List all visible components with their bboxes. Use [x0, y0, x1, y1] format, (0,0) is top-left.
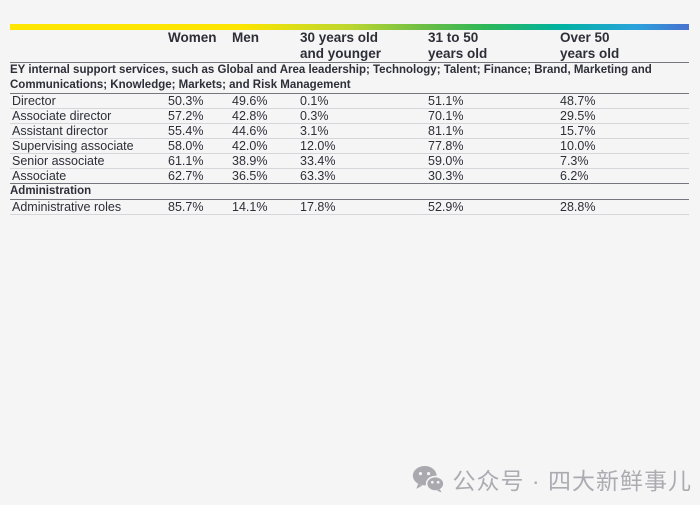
- cell-value: 29.5%: [560, 108, 689, 124]
- section-header: EY internal support services, such as Gl…: [10, 62, 689, 94]
- cell-value: 62.7%: [168, 168, 232, 184]
- cell-value: 52.9%: [428, 199, 560, 215]
- cell-value: 51.1%: [428, 93, 560, 109]
- table-header: Women Men 30 years old and younger 31 to…: [10, 30, 689, 63]
- column-header-age-31-to-50: 31 to 50 years old: [428, 30, 560, 63]
- cell-value: 6.2%: [560, 168, 689, 184]
- cell-value: 44.6%: [232, 123, 300, 139]
- table-row: Associate director 57.2% 42.8% 0.3% 70.1% 29.…: [10, 108, 689, 124]
- cell-value: 59.0%: [428, 153, 560, 169]
- cell-value: 61.1%: [168, 153, 232, 169]
- row-label: Senior associate: [10, 153, 168, 169]
- section-header: Administration: [10, 183, 689, 200]
- page: Women Men 30 years old and younger 31 to…: [0, 24, 700, 505]
- row-label: Associate: [10, 168, 168, 184]
- cell-value: 85.7%: [168, 199, 232, 215]
- cell-value: 12.0%: [300, 138, 428, 154]
- cell-value: 17.8%: [300, 199, 428, 215]
- row-label: Assistant director: [10, 123, 168, 139]
- section-internal-support-services: EY internal support services, such as Gl…: [10, 62, 689, 184]
- cell-value: 33.4%: [300, 153, 428, 169]
- cell-value: 50.3%: [168, 93, 232, 109]
- column-header-role: [10, 30, 168, 63]
- brand-gradient-bar: [10, 24, 689, 30]
- cell-value: 49.6%: [232, 93, 300, 109]
- cell-value: 30.3%: [428, 168, 560, 184]
- cell-value: 63.3%: [300, 168, 428, 184]
- cell-value: 38.9%: [232, 153, 300, 169]
- cell-value: 58.0%: [168, 138, 232, 154]
- cell-value: 36.5%: [232, 168, 300, 184]
- cell-value: 3.1%: [300, 123, 428, 139]
- table-panel: Women Men 30 years old and younger 31 to…: [0, 24, 700, 215]
- table-row: Assistant director 55.4% 44.6% 3.1% 81.1% 15.…: [10, 123, 689, 139]
- column-header-age-over-50: Over 50 years old: [560, 30, 689, 63]
- row-label: Associate director: [10, 108, 168, 124]
- table-row: Associate 62.7% 36.5% 63.3% 30.3% 6.2%: [10, 168, 689, 184]
- cell-value: 0.3%: [300, 108, 428, 124]
- table-row: Director 50.3% 49.6% 0.1% 51.1% 48.7%: [10, 93, 689, 109]
- cell-value: 0.1%: [300, 93, 428, 109]
- cell-value: 7.3%: [560, 153, 689, 169]
- row-label: Administrative roles: [10, 199, 168, 215]
- cell-value: 14.1%: [232, 199, 300, 215]
- column-header-age-30-and-younger: 30 years old and younger: [300, 30, 428, 63]
- table-row: Senior associate 61.1% 38.9% 33.4% 59.0% 7.3%: [10, 153, 689, 169]
- watermark: 公众号 · 四大新鲜事儿: [412, 462, 692, 496]
- watermark-text: 公众号 · 四大新鲜事儿: [452, 468, 692, 494]
- cell-value: 77.8%: [428, 138, 560, 154]
- cell-value: 28.8%: [560, 199, 689, 215]
- table-row: Administrative roles 85.7% 14.1% 17.8% 52.9%…: [10, 199, 689, 215]
- table-row: Supervising associate 58.0% 42.0% 12.0% 77.8…: [10, 138, 689, 154]
- cell-value: 57.2%: [168, 108, 232, 124]
- section-administration: Administration Administrative roles 85.7%…: [10, 183, 689, 215]
- cell-value: 10.0%: [560, 138, 689, 154]
- cell-value: 70.1%: [428, 108, 560, 124]
- cell-value: 15.7%: [560, 123, 689, 139]
- section-header-row: Administration: [10, 183, 689, 200]
- demographics-table: Women Men 30 years old and younger 31 to…: [10, 30, 689, 215]
- section-header-row: EY internal support services, such as Gl…: [10, 62, 689, 94]
- row-label: Director: [10, 93, 168, 109]
- cell-value: 48.7%: [560, 93, 689, 109]
- cell-value: 81.1%: [428, 123, 560, 139]
- cell-value: 55.4%: [168, 123, 232, 139]
- cell-value: 42.8%: [232, 108, 300, 124]
- cell-value: 42.0%: [232, 138, 300, 154]
- column-header-women: Women: [168, 30, 232, 63]
- wechat-icon: [412, 465, 444, 493]
- row-label: Supervising associate: [10, 138, 168, 154]
- column-header-men: Men: [232, 30, 300, 63]
